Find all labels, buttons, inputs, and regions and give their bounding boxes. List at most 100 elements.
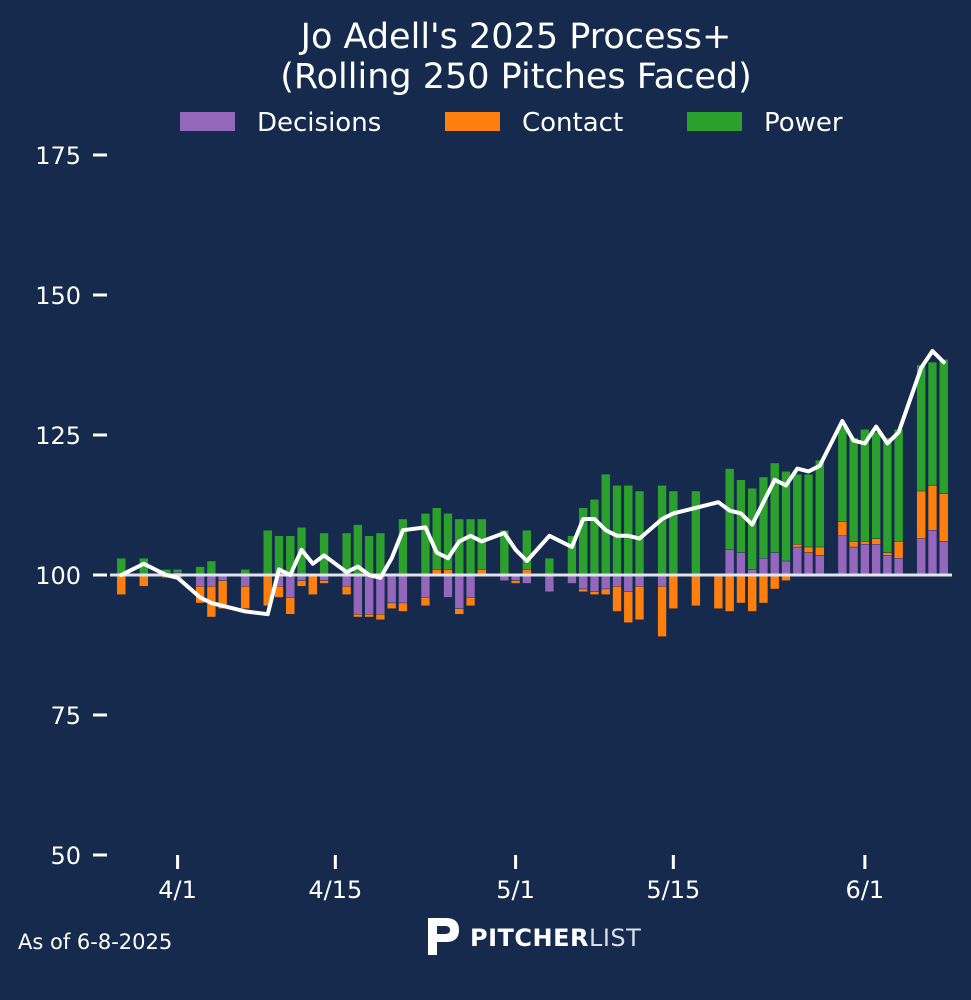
contact-bar (578, 588, 588, 592)
decisions-bar (758, 558, 769, 576)
contact-bar (589, 591, 600, 595)
decisions-bar (364, 574, 374, 615)
decisions-bar (420, 574, 431, 598)
power-bar (443, 513, 453, 570)
power-bar (871, 432, 881, 539)
contact-bar (916, 490, 926, 539)
contact-bar (927, 485, 938, 531)
footer: As of 6-8-2025 PITCHERLIST (18, 918, 641, 955)
decisions-bar (601, 574, 611, 590)
power-bar (398, 518, 408, 576)
contact-bar (668, 574, 678, 609)
decisions-bar (634, 574, 645, 587)
contact-bar (736, 574, 746, 604)
y-axis: 50 75 100 125 150 175 (35, 142, 107, 870)
contact-bar (849, 541, 859, 548)
legend-label-decisions: Decisions (257, 108, 381, 138)
contact-bar (353, 614, 363, 618)
contact-bar (116, 574, 126, 595)
contact-bar (634, 586, 645, 621)
brand-name: PITCHERLIST (470, 924, 641, 952)
legend-label-contact: Contact (522, 108, 623, 138)
decisions-bar (781, 560, 791, 576)
decisions-bar (195, 574, 205, 587)
power-bar (522, 530, 532, 570)
as-of-date: As of 6-8-2025 (18, 930, 172, 954)
power-bar (837, 426, 847, 523)
decisions-bar (578, 574, 588, 590)
decisions-bar (916, 538, 926, 576)
contact-bar (939, 493, 949, 542)
decisions-bar (837, 535, 847, 576)
power-bar (668, 490, 678, 576)
contact-bar (758, 574, 769, 604)
decisions-bar (849, 546, 859, 576)
decisions-bar (206, 574, 216, 587)
decisions-bar (589, 574, 600, 592)
contact-bar (803, 546, 814, 553)
legend-swatch-decisions (180, 112, 235, 131)
power-bar (792, 474, 802, 545)
power-bar (623, 485, 633, 576)
contact-bar (770, 574, 780, 590)
power-bar (939, 359, 949, 494)
legend-swatch-power (687, 112, 742, 131)
power-bar (882, 437, 892, 553)
power-bar (860, 429, 870, 542)
power-bar (477, 518, 487, 570)
contact-bar (713, 574, 723, 609)
decisions-bar (657, 574, 667, 587)
power-bar (849, 437, 859, 542)
decisions-bar (939, 541, 949, 576)
brand-name-light: LIST (589, 924, 641, 952)
contact-bar (342, 586, 352, 595)
power-bar (589, 499, 600, 576)
y-tick-label: 150 (35, 282, 81, 310)
contact-bar (387, 602, 397, 609)
contact-bar (308, 574, 318, 595)
decisions-bar (443, 574, 453, 598)
power-bar (691, 490, 701, 576)
contact-bar (601, 588, 611, 595)
y-tick-label: 175 (35, 142, 81, 170)
decisions-bar (894, 558, 904, 576)
power-bar (612, 485, 622, 576)
contact-bar (860, 541, 870, 545)
chart-title-line2: (Rolling 250 Pitches Faced) (280, 57, 752, 97)
power-bar (747, 488, 757, 570)
decisions-bar (375, 574, 385, 615)
y-tick-label: 50 (50, 842, 81, 870)
legend-swatch-contact (445, 112, 500, 131)
decisions-bar (398, 574, 408, 604)
power-bar (803, 474, 814, 548)
power-bar (894, 429, 904, 542)
contact-bar (364, 614, 374, 618)
decisions-bar (882, 555, 892, 576)
contact-bar (837, 521, 847, 536)
power-bar (657, 485, 667, 576)
power-bar (544, 558, 554, 576)
power-bar (432, 507, 442, 570)
contact-bar (691, 574, 701, 606)
power-bar (364, 535, 374, 576)
decisions-bar (770, 552, 780, 576)
decisions-bar (792, 546, 802, 576)
power-bar (781, 471, 791, 562)
power-bar (815, 460, 825, 548)
y-tick-label: 100 (35, 562, 81, 590)
contact-bar (871, 538, 881, 545)
contact-bar (240, 586, 250, 609)
contact-bar (285, 597, 295, 615)
contact-bar (894, 541, 904, 559)
contact-bar (612, 586, 622, 612)
power-bar (465, 518, 476, 576)
contact-bar (465, 597, 476, 607)
x-tick-label: 4/1 (158, 876, 197, 904)
contact-bar (375, 614, 385, 621)
contact-bar (454, 608, 464, 615)
y-tick-label: 75 (50, 702, 81, 730)
power-bar (634, 490, 645, 576)
chart-title-line1: Jo Adell's 2025 Process+ (299, 17, 732, 57)
contact-bar (296, 580, 307, 587)
